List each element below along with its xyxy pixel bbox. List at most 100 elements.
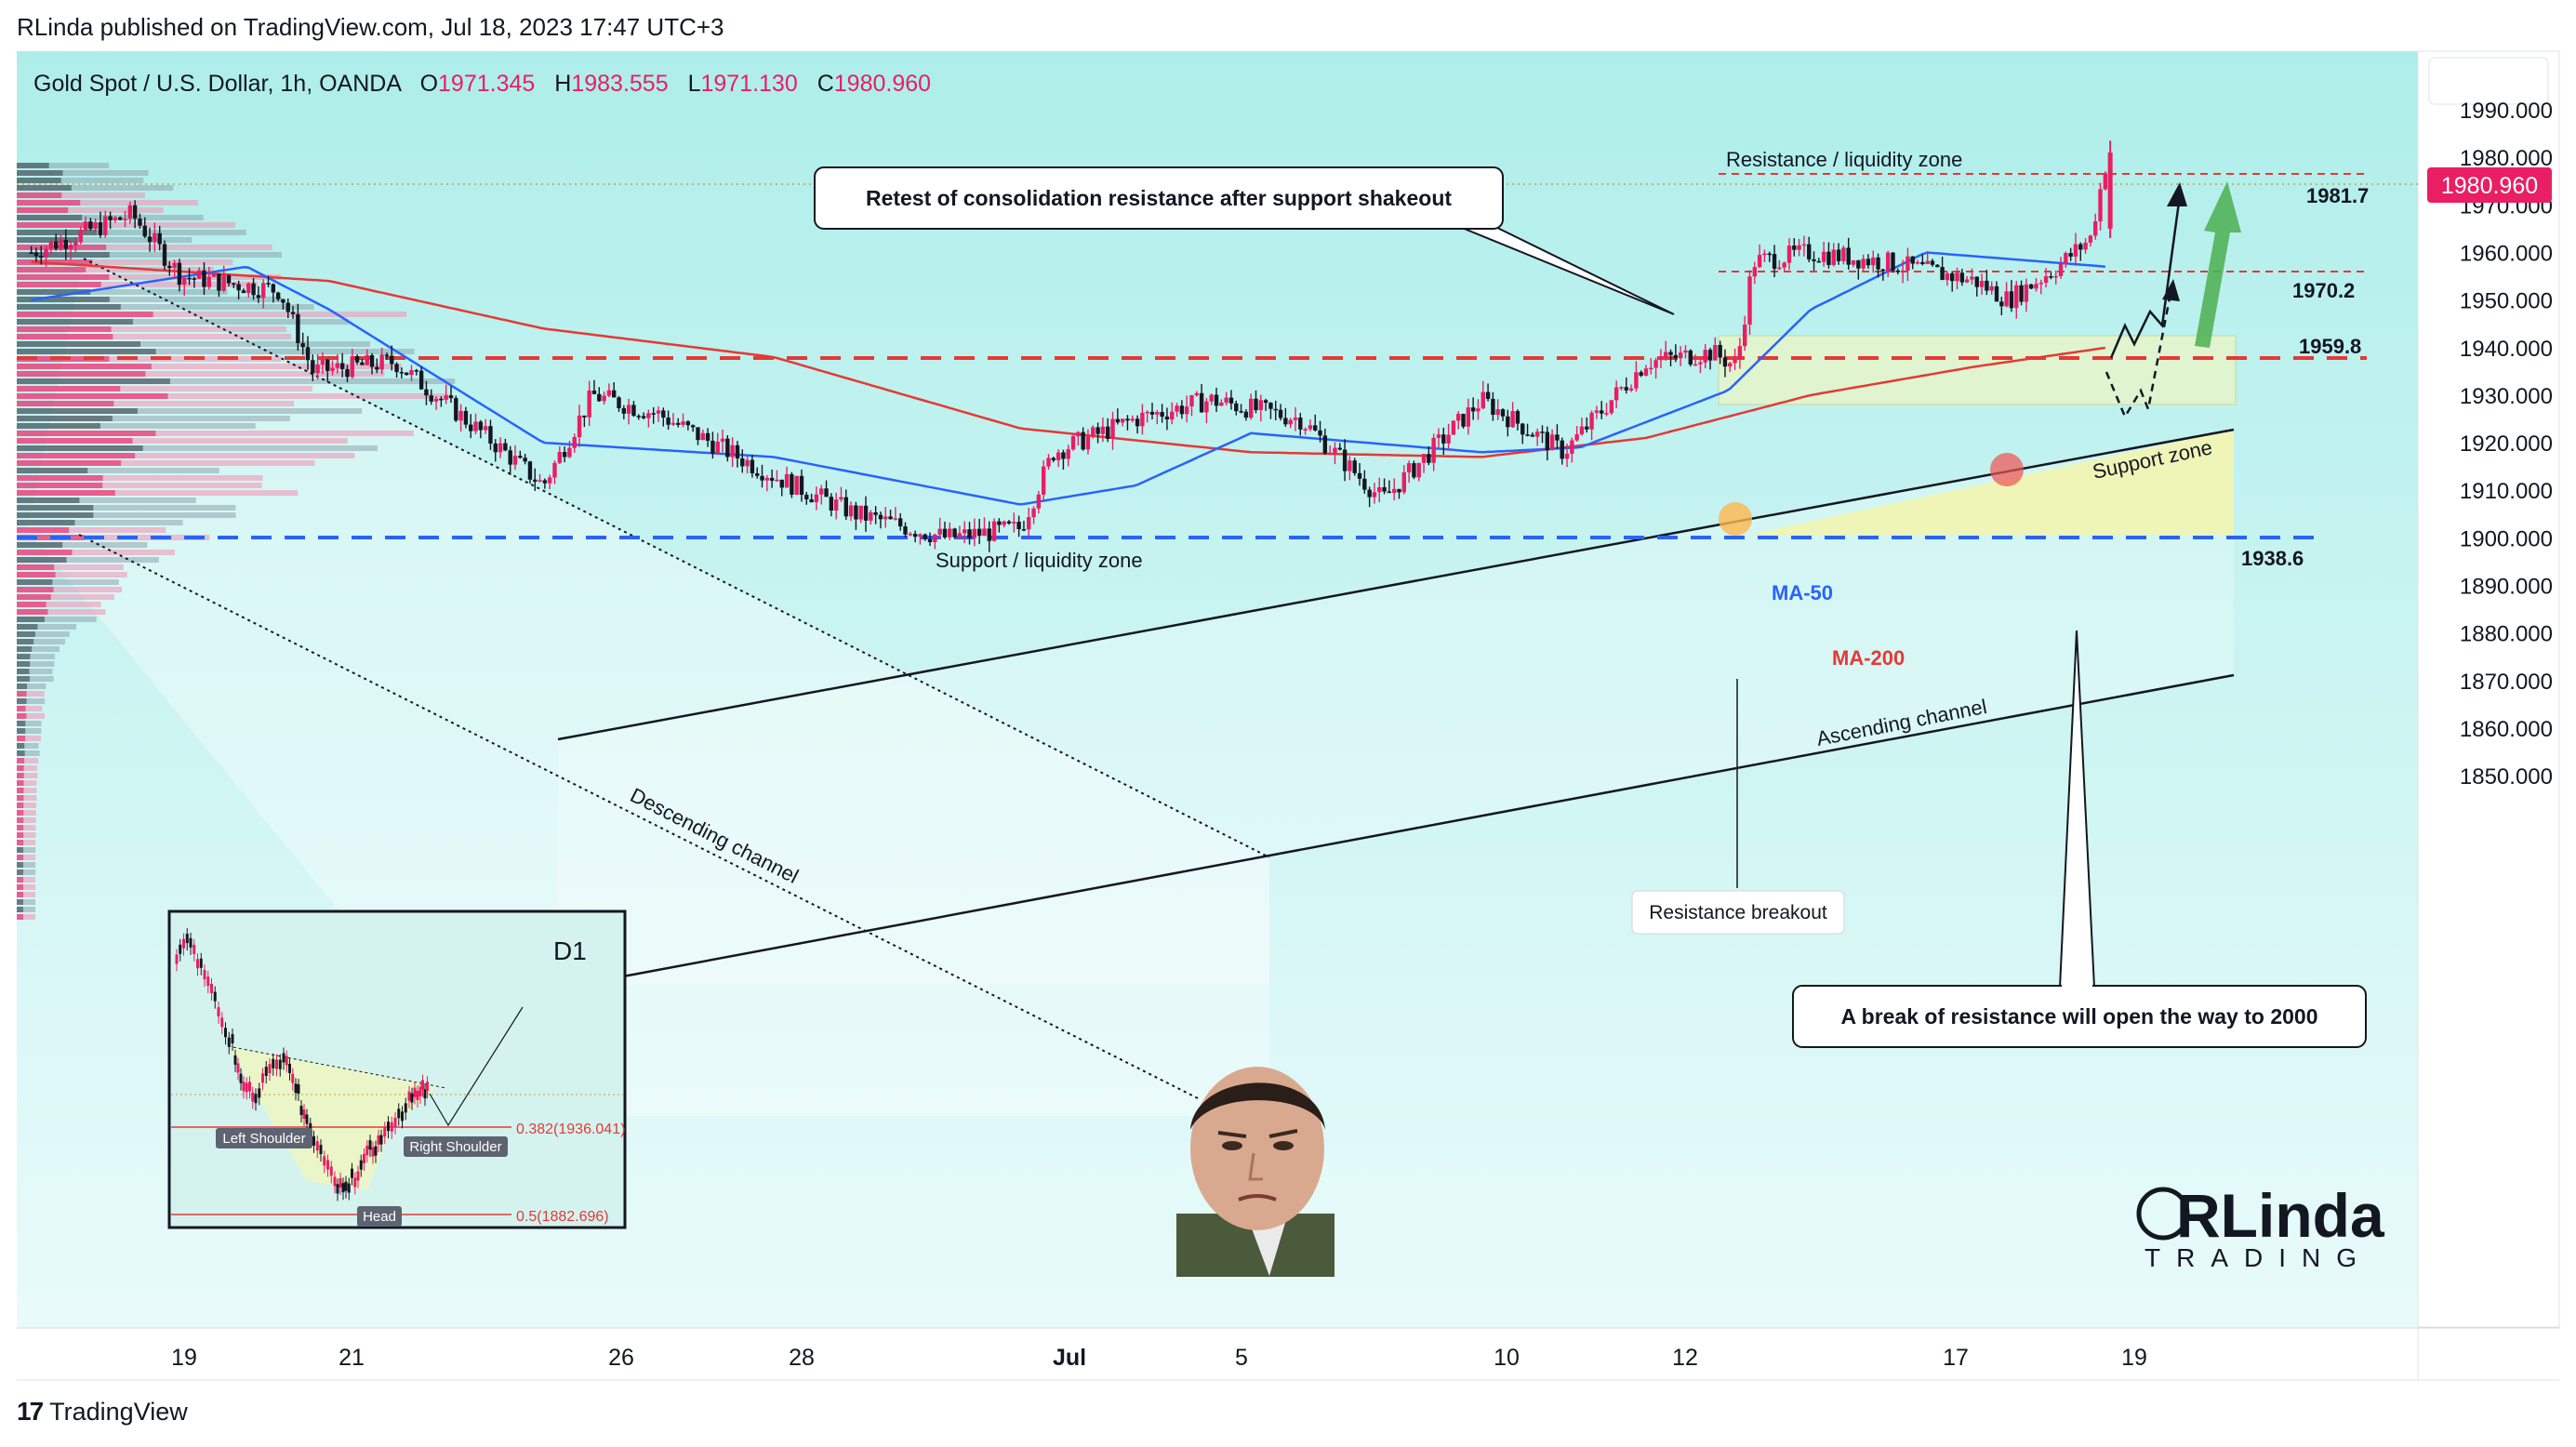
volume-profile-bar xyxy=(17,840,36,845)
candle-body xyxy=(626,405,631,414)
volume-profile-bar-core xyxy=(17,445,143,451)
volume-profile-bar xyxy=(17,297,283,302)
candle-body xyxy=(982,528,987,537)
d1-candle-body xyxy=(179,944,182,954)
candle-body xyxy=(1698,362,1703,365)
volume-profile-bar xyxy=(17,862,36,868)
volume-profile-bar-core xyxy=(17,282,101,287)
candle-body xyxy=(755,472,760,476)
candle-body xyxy=(1476,408,1481,412)
candle-body xyxy=(725,438,730,458)
volume-profile-bar xyxy=(17,200,198,206)
volume-profile-bar xyxy=(17,914,36,920)
volume-profile-bar xyxy=(17,832,36,838)
candle-body xyxy=(715,441,720,454)
candle-body xyxy=(1258,400,1264,410)
candle-body xyxy=(1406,463,1412,472)
candle-body xyxy=(1254,398,1258,410)
volume-profile-bar xyxy=(17,341,371,347)
volume-profile-bar-core xyxy=(17,728,26,734)
symbol-legend[interactable]: Gold Spot / U.S. Dollar, 1h, OANDA O1971… xyxy=(33,71,931,97)
d1-candle-body xyxy=(258,1088,261,1098)
candle-body xyxy=(330,367,335,371)
volume-profile-bar-core xyxy=(17,892,24,897)
candle-body xyxy=(296,313,300,343)
price-axis[interactable] xyxy=(2417,50,2560,1328)
candle-body xyxy=(1061,452,1066,459)
green-arrow xyxy=(2195,181,2241,348)
volume-profile-bar-core xyxy=(17,453,136,458)
candle-body xyxy=(863,505,869,521)
break-callout-text: A break of resistance will open the way … xyxy=(1841,1004,2318,1029)
candle-body xyxy=(1298,418,1303,430)
d1-candle-body xyxy=(323,1156,326,1166)
d1-candle-body xyxy=(224,1028,227,1038)
candle-body xyxy=(1327,453,1333,455)
candle-body xyxy=(1263,400,1268,404)
d1-candle-body xyxy=(326,1160,329,1170)
candle-body xyxy=(1643,368,1649,376)
x-tick-label: 26 xyxy=(608,1345,634,1371)
candle-body xyxy=(153,232,157,243)
candle-body xyxy=(1707,350,1713,361)
candle-body xyxy=(854,505,858,520)
volume-profile-bar xyxy=(17,378,456,384)
d1-candle-body xyxy=(356,1171,360,1181)
candle-body xyxy=(1560,440,1564,459)
d1-candle-body xyxy=(285,1055,288,1066)
candle-body xyxy=(676,422,681,425)
d1-candle-body xyxy=(227,1037,231,1047)
tradingview-brand[interactable]: 17 TradingView xyxy=(17,1397,188,1427)
candle-body xyxy=(429,395,433,402)
candle-body xyxy=(88,221,93,230)
volume-profile-bar-core xyxy=(17,475,103,481)
volume-profile-bar-core xyxy=(17,914,24,920)
candle-body xyxy=(1525,434,1530,436)
volume-profile-bar xyxy=(17,304,314,310)
y-tick-label: 1890.000 xyxy=(2460,575,2553,600)
rlinda-logo: RLinda TRADING xyxy=(2136,1181,2385,1272)
candle-body xyxy=(478,421,484,431)
volume-profile-bar xyxy=(17,750,40,756)
candle-body xyxy=(1683,350,1688,353)
candle-body xyxy=(897,518,903,527)
candle-body xyxy=(1431,437,1436,463)
volume-profile-bar-core xyxy=(17,780,24,786)
volume-profile-bar xyxy=(17,550,175,555)
candle-body xyxy=(483,426,488,431)
volume-profile-bar-core xyxy=(17,557,67,563)
candle-body xyxy=(1481,392,1485,409)
candle-body xyxy=(1940,267,1945,281)
candle-body xyxy=(320,359,325,365)
volume-profile-bar-core xyxy=(17,870,24,875)
candle-body xyxy=(439,398,444,401)
close-label: C xyxy=(817,71,834,97)
candle-body xyxy=(1436,434,1441,438)
candle-body xyxy=(1456,414,1461,421)
volume-profile-bar-core xyxy=(17,215,83,220)
candle-body xyxy=(2038,282,2043,285)
candle-body xyxy=(661,410,666,418)
volume-profile-bar xyxy=(17,319,350,325)
candle-body xyxy=(211,273,217,277)
candle-body xyxy=(29,252,33,254)
candle-body xyxy=(591,390,597,394)
d1-candle-body xyxy=(333,1176,337,1187)
candle-body xyxy=(527,461,533,480)
y-tick-label: 1930.000 xyxy=(2460,384,2553,409)
d1-candle-body xyxy=(416,1091,419,1101)
candle-body xyxy=(305,347,311,361)
volume-profile-bar-core xyxy=(17,230,98,235)
candle-body xyxy=(893,518,898,520)
volume-profile-bar xyxy=(17,773,38,778)
candle-body xyxy=(1520,423,1525,435)
candle-body xyxy=(547,477,552,484)
volume-profile-bar xyxy=(17,289,228,295)
candle-body xyxy=(1871,257,1876,266)
candle-body xyxy=(839,497,843,500)
candle-body xyxy=(458,410,463,421)
d1-candle-body xyxy=(368,1140,372,1150)
candle-body xyxy=(1841,247,1846,261)
candle-body xyxy=(1786,246,1792,263)
